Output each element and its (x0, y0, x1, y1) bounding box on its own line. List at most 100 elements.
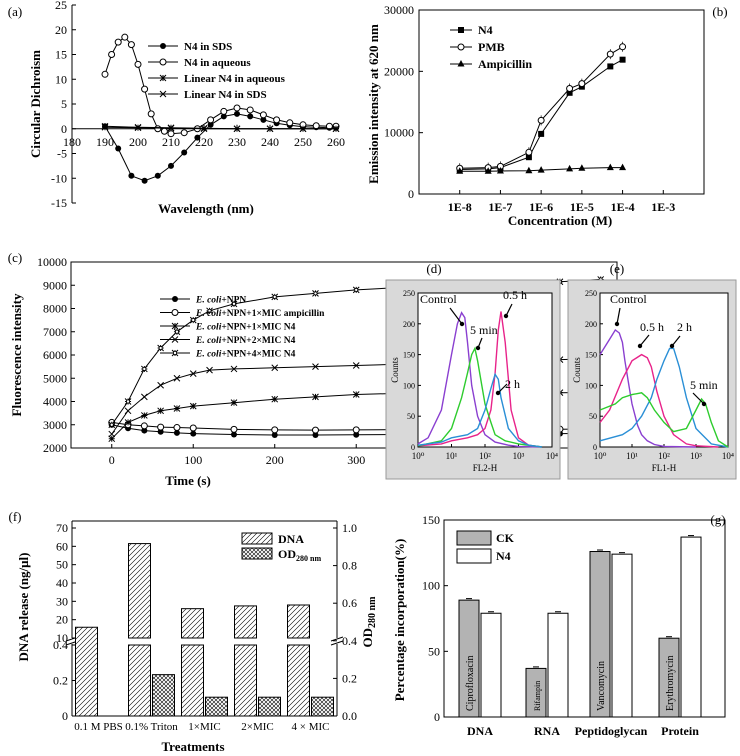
data-point (189, 424, 197, 432)
y-tick-label: 0 (408, 187, 414, 201)
legend-label: Linear N4 in SDS (184, 89, 267, 101)
panel-d: (d) 0 50 100 150 200 250 10⁰ 10¹ 10² 10³ 10⁴ FL2-H Co… (385, 261, 561, 480)
data-point (181, 149, 188, 156)
data-point (230, 431, 237, 438)
marker (619, 43, 627, 51)
marker (159, 90, 167, 98)
marker (538, 130, 545, 137)
data-point (173, 374, 181, 382)
bar-ck (458, 599, 480, 718)
y-tick-label: 7000 (43, 325, 67, 339)
data-point (108, 51, 116, 58)
y-axis-title-right: OD280 nm (360, 596, 378, 648)
x-tick-label: 10⁰ (594, 451, 607, 461)
x-axis-title: Time (s) (165, 473, 211, 488)
marker (606, 50, 614, 58)
x-tick-label: 190 (96, 135, 114, 149)
x-tick-label: 1×MIC (188, 721, 220, 733)
marker (271, 431, 278, 438)
y-tick-label: 8000 (43, 302, 67, 316)
marker (172, 350, 177, 355)
x-tick-label: 10¹ (626, 451, 638, 461)
data-point (190, 430, 197, 437)
data-point (484, 167, 492, 174)
series-3 (101, 122, 340, 133)
data-point (189, 316, 197, 324)
data-point (619, 56, 626, 63)
x-tick-label: 1E-7 (488, 200, 512, 214)
x-tick-label: Protein (661, 724, 699, 738)
y-tick-label: 20000 (384, 64, 414, 78)
series-1 (456, 41, 627, 174)
data-point (173, 405, 181, 412)
annotation: 5 min (690, 378, 718, 392)
arrow-head (459, 321, 465, 327)
data-point (538, 130, 545, 137)
y-tick-label: 0 (593, 443, 597, 452)
y-tick-label: 70 (56, 521, 68, 535)
data-point (101, 70, 109, 78)
data-point (108, 421, 116, 429)
data-point (271, 426, 279, 434)
bar-dna (128, 543, 151, 639)
data-point (352, 362, 360, 369)
data-point (180, 129, 188, 137)
y-tick-label: 10 (56, 631, 68, 645)
data-point (566, 85, 574, 93)
data-point (160, 43, 166, 49)
bar-dna (75, 626, 98, 717)
data-point (566, 164, 574, 172)
marker (128, 172, 135, 179)
x-tick-label: 10³ (513, 451, 525, 461)
data-point (456, 167, 464, 174)
data-point (299, 125, 307, 133)
x-axis-title: Concentration (M) (508, 213, 612, 228)
legend-italic: E. coli (195, 309, 222, 319)
annotation: Control (610, 292, 647, 306)
data-point (271, 431, 278, 438)
y-tick-label: 250 (585, 289, 597, 298)
y-tick-label: 60 (56, 539, 68, 553)
marker (286, 119, 294, 127)
bar-dna (287, 604, 310, 639)
legend-label: N4 in SDS (184, 41, 232, 53)
marker (126, 399, 131, 404)
bar-od (311, 696, 334, 717)
y-tick-label: 0 (411, 443, 415, 452)
x-tick-label: 10⁴ (546, 451, 558, 461)
y-axis-title: Fluorescence intensity (9, 293, 24, 416)
annotation-arrow (449, 307, 463, 325)
y-tick-label: 6000 (43, 348, 67, 362)
y-tick-label-right: 0.2 (342, 671, 357, 685)
y-axis-title: Circular Dichroism (28, 50, 43, 158)
x-tick-label: 2×MIC (241, 721, 273, 733)
marker (157, 407, 164, 415)
data-point (171, 309, 179, 316)
legend-rest: +NPN+1×MIC ampicillin (221, 309, 325, 319)
marker (189, 402, 197, 410)
arrow-head (614, 321, 620, 327)
marker (299, 125, 307, 133)
x-axis-title: Wavelength (nm) (158, 201, 254, 216)
marker (353, 431, 360, 438)
marker (189, 424, 197, 432)
x-tick-label: 230 (228, 135, 246, 149)
marker (160, 43, 166, 49)
marker (171, 336, 179, 343)
marker (525, 166, 533, 174)
data-point (101, 122, 109, 130)
bar-od (258, 696, 281, 717)
x-tick-label: 10² (479, 451, 491, 461)
bar-dna (234, 644, 257, 717)
data-point (312, 122, 320, 130)
data-point (271, 293, 279, 301)
od-main: OD (360, 628, 375, 648)
y-tick-label: -15 (51, 196, 67, 210)
y-axis-title: Percentage incorporation(%) (392, 539, 407, 702)
bar-ck (658, 637, 680, 718)
y-tick-label: 100 (422, 579, 440, 593)
legend-swatch (456, 548, 492, 564)
histogram-line (417, 311, 542, 448)
data-point (271, 364, 279, 372)
x-tick-label: 1E-3 (651, 200, 675, 214)
